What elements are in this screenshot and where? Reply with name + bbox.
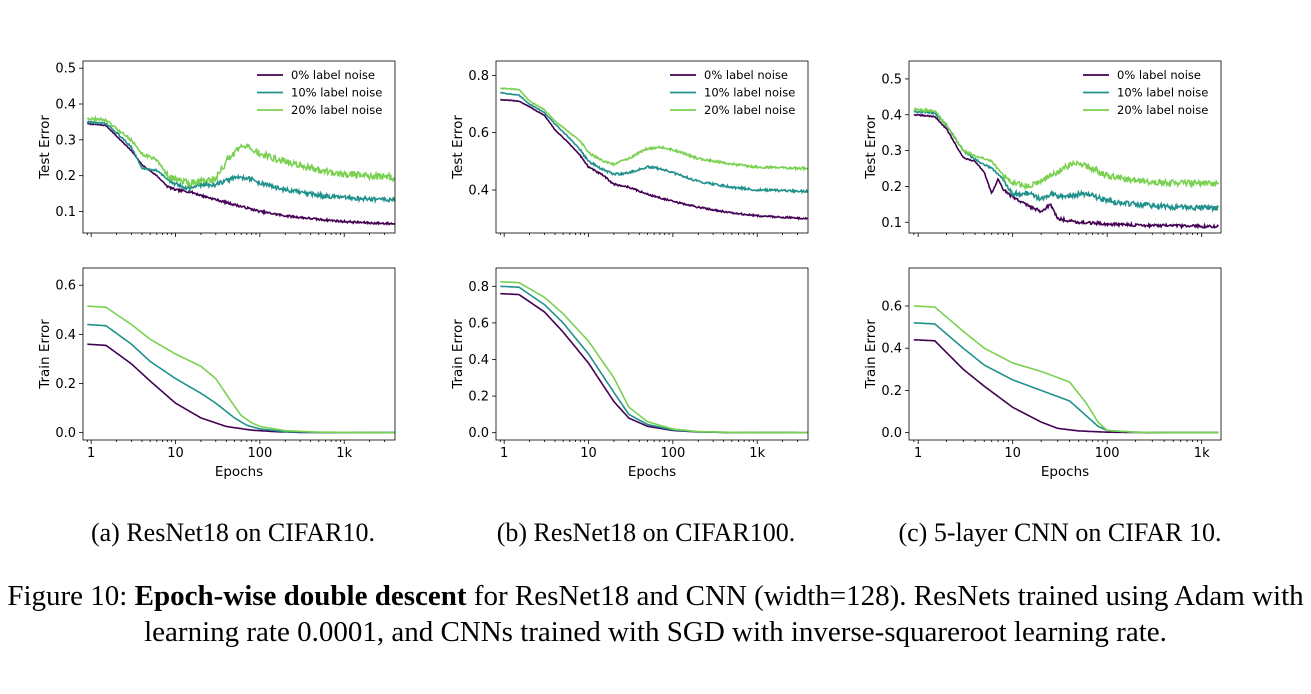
legend-label: 10% label noise bbox=[291, 86, 382, 100]
x-tick-label: 1k bbox=[1194, 446, 1210, 461]
panel-c-top: 0.1 0.2 0.3 0.4 0.5 Test Error 0% label noise 1… bbox=[863, 60, 1222, 237]
legend-label: 0% label noise bbox=[1117, 68, 1201, 82]
x-tick-label: 1 bbox=[500, 446, 508, 461]
series-line-2 bbox=[500, 280, 808, 434]
x-tick-label: 1k bbox=[749, 446, 765, 461]
y-tick-label: 0.8 bbox=[468, 280, 489, 295]
series-line-0 bbox=[913, 339, 1219, 434]
x-tick-label: 100 bbox=[247, 446, 272, 461]
plot-frame bbox=[908, 60, 1222, 234]
y-tick-label: 0.4 bbox=[55, 328, 76, 343]
series-line-1 bbox=[913, 322, 1219, 434]
series-line-2 bbox=[913, 106, 1220, 191]
series-line-2 bbox=[913, 305, 1219, 434]
legend-label: 20% label noise bbox=[291, 103, 382, 117]
y-tick-label: 0.4 bbox=[468, 353, 489, 368]
plot-frame bbox=[495, 267, 809, 441]
y-tick-label: 0.2 bbox=[881, 384, 902, 399]
figure-caption: Figure 10: Epoch-wise double descent for… bbox=[0, 578, 1311, 650]
figure-grid: 0.1 0.2 0.3 0.4 0.5 Test Error 0% label noise 1… bbox=[37, 60, 1222, 480]
y-tick-label: 0.6 bbox=[55, 279, 76, 294]
y-tick-label: 0.5 bbox=[881, 72, 902, 87]
y-tick-label: 0.2 bbox=[881, 180, 902, 195]
series-line-0 bbox=[500, 292, 808, 434]
y-tick-label: 0.2 bbox=[55, 169, 76, 184]
y-axis-label: Test Error bbox=[450, 115, 466, 180]
y-tick-label: 0.0 bbox=[881, 426, 902, 441]
y-tick-label: 0.1 bbox=[55, 205, 76, 220]
series-line-1 bbox=[913, 109, 1220, 213]
y-tick-label: 0.4 bbox=[881, 108, 902, 123]
caption-rest: for ResNet18 and CNN (width=128). ResNet… bbox=[144, 580, 1304, 648]
subcaption-b: (b) ResNet18 on CIFAR100. bbox=[496, 518, 796, 547]
subcaption-a: (a) ResNet18 on CIFAR10. bbox=[90, 518, 376, 547]
y-tick-label: 0.6 bbox=[468, 126, 489, 141]
y-tick-label: 0.6 bbox=[881, 299, 902, 314]
x-axis-label: Epochs bbox=[628, 464, 676, 480]
panel-a-bottom: 1 10 100 1k 0.0 0.2 0.4 0.6 Train Error Epochs bbox=[37, 267, 396, 480]
x-tick-label: 1 bbox=[914, 446, 922, 461]
y-tick-label: 0.3 bbox=[55, 133, 76, 148]
x-tick-label: 10 bbox=[1004, 446, 1021, 461]
plot-frame bbox=[908, 267, 1222, 441]
y-tick-label: 0.1 bbox=[881, 216, 902, 231]
series-line-2 bbox=[87, 305, 395, 434]
subcaption-c: (c) 5-layer CNN on CIFAR 10. bbox=[898, 518, 1222, 547]
y-tick-label: 0.2 bbox=[468, 390, 489, 405]
legend-label: 20% label noise bbox=[1117, 103, 1208, 117]
y-tick-label: 0.4 bbox=[55, 98, 76, 113]
series-line-0 bbox=[86, 122, 395, 226]
legend-label: 10% label noise bbox=[704, 86, 795, 100]
series-line-1 bbox=[86, 120, 395, 204]
series-line-0 bbox=[87, 343, 395, 434]
y-tick-label: 0.3 bbox=[881, 144, 902, 159]
legend-label: 10% label noise bbox=[1117, 86, 1208, 100]
y-axis-label: Train Error bbox=[37, 319, 53, 390]
legend-label: 0% label noise bbox=[704, 68, 788, 82]
plot-frame bbox=[82, 60, 396, 234]
series-line-0 bbox=[499, 98, 808, 221]
y-tick-label: 0.4 bbox=[468, 184, 489, 199]
y-tick-label: 0.6 bbox=[468, 316, 489, 331]
y-axis-label: Test Error bbox=[863, 115, 879, 180]
x-axis-label: Epochs bbox=[1041, 464, 1089, 480]
caption-prefix: Figure 10: bbox=[7, 580, 135, 612]
legend-label: 20% label noise bbox=[704, 103, 795, 117]
y-tick-label: 0.0 bbox=[468, 426, 489, 441]
plot-frame bbox=[82, 267, 396, 441]
y-axis-label: Test Error bbox=[37, 115, 53, 180]
y-tick-label: 0.0 bbox=[55, 426, 76, 441]
x-tick-label: 100 bbox=[1095, 446, 1120, 461]
panel-b-top: 0.4 0.6 0.8 Test Error 0% label noise 10% lab… bbox=[450, 60, 809, 237]
x-tick-label: 10 bbox=[167, 446, 184, 461]
y-axis-label: Train Error bbox=[863, 319, 879, 390]
series-line-0 bbox=[913, 113, 1220, 230]
legend-label: 0% label noise bbox=[291, 68, 375, 82]
y-axis-label: Train Error bbox=[450, 319, 466, 390]
series-line-2 bbox=[500, 87, 808, 172]
y-tick-label: 0.5 bbox=[55, 62, 76, 77]
y-tick-label: 0.4 bbox=[881, 342, 902, 357]
x-tick-label: 100 bbox=[660, 446, 685, 461]
plot-frame bbox=[495, 60, 809, 234]
panel-b-bottom: 1 10 100 1k 0.0 0.2 0.4 0.6 0.8 Train Error Epochs bbox=[450, 267, 809, 480]
caption-bold: Epoch-wise double descent bbox=[134, 580, 467, 612]
x-tick-label: 1k bbox=[336, 446, 352, 461]
x-axis-label: Epochs bbox=[215, 464, 263, 480]
x-tick-label: 10 bbox=[580, 446, 597, 461]
y-tick-label: 0.8 bbox=[468, 69, 489, 84]
y-tick-label: 0.2 bbox=[55, 377, 76, 392]
series-line-2 bbox=[86, 114, 395, 189]
series-line-1 bbox=[500, 91, 808, 195]
series-line-1 bbox=[87, 323, 395, 434]
x-tick-label: 1 bbox=[87, 446, 95, 461]
series-line-1 bbox=[500, 285, 808, 434]
panel-a-top: 0.1 0.2 0.3 0.4 0.5 Test Error 0% label noise 1… bbox=[37, 60, 396, 237]
